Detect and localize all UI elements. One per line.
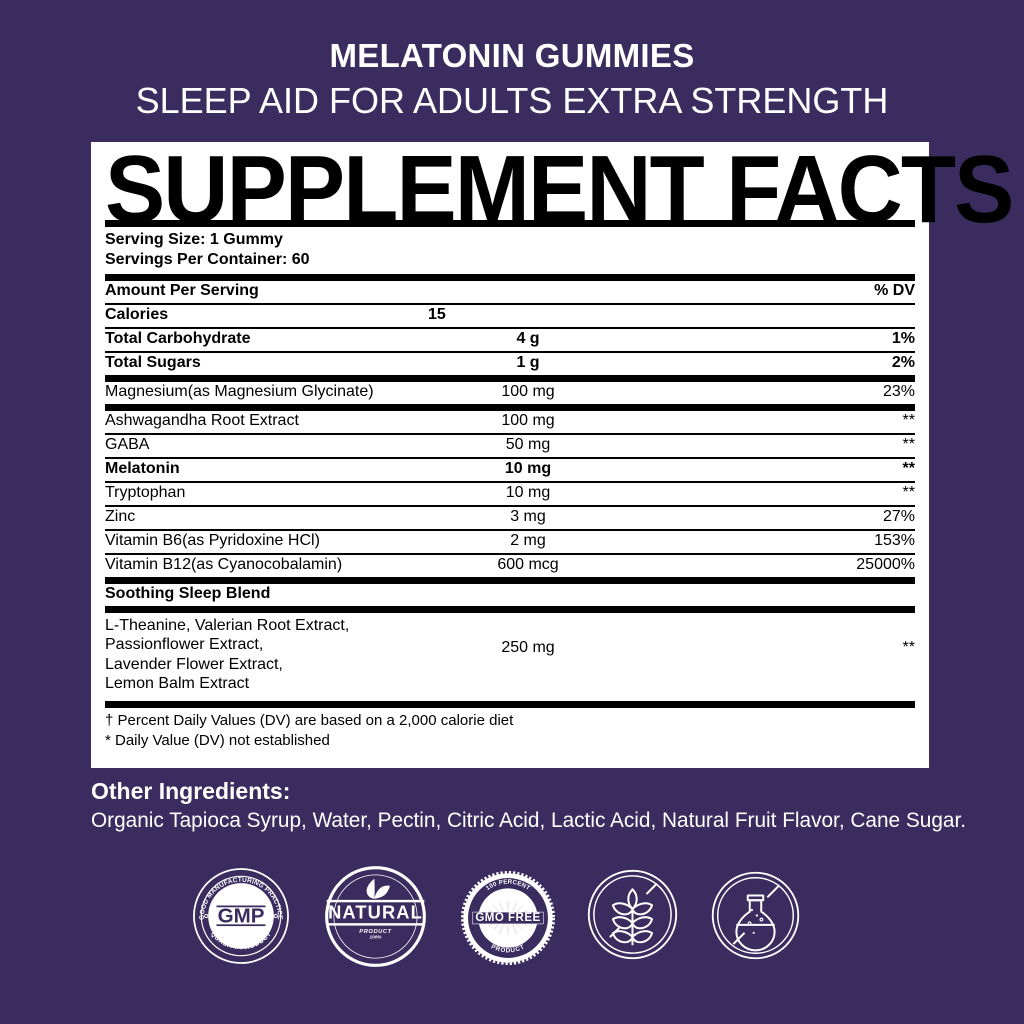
svg-text:100%: 100% xyxy=(370,935,383,940)
svg-text:GMP: GMP xyxy=(218,904,265,927)
svg-text:GMO FREE: GMO FREE xyxy=(475,912,540,924)
svg-text:NATURAL: NATURAL xyxy=(328,902,423,923)
